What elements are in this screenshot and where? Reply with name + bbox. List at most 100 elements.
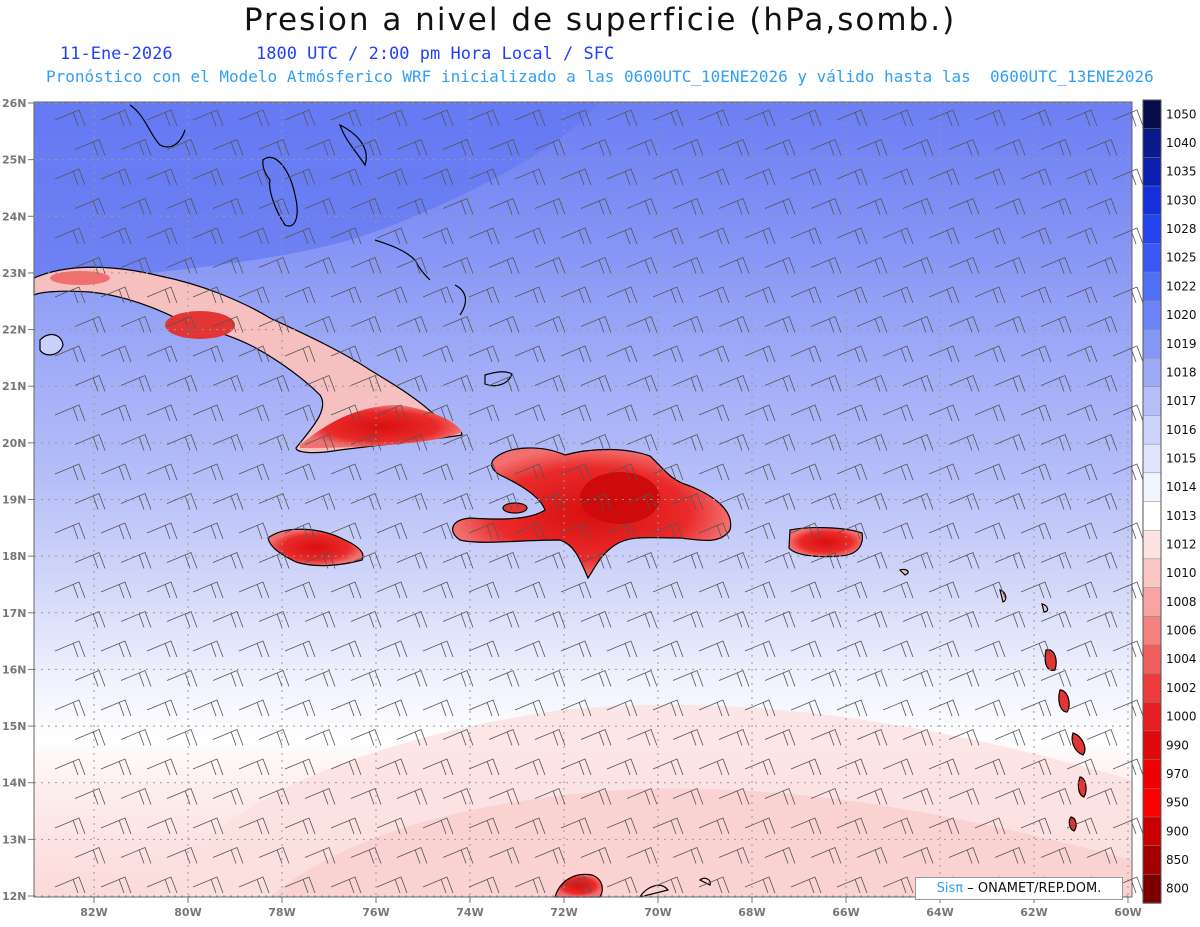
- colorbar-label: 1013: [1166, 509, 1197, 523]
- lat-label: 12N: [2, 890, 27, 903]
- guadeloupe-island: [1044, 649, 1057, 671]
- lon-label: 80W: [174, 906, 201, 919]
- lat-label: 25N: [2, 154, 27, 167]
- forecast-date: 11-Ene-2026: [60, 44, 173, 64]
- colorbar-label: 1028: [1166, 222, 1197, 236]
- lon-label: 82W: [80, 906, 107, 919]
- st-vincent-island: [1068, 816, 1077, 832]
- colorbar-label: 1030: [1166, 193, 1197, 207]
- colorbar-label: 1020: [1166, 308, 1197, 322]
- colorbar-swatch: [1142, 300, 1162, 331]
- colorbar-swatch: [1142, 128, 1162, 159]
- lon-label: 66W: [832, 906, 859, 919]
- colorbar-swatch: [1142, 443, 1162, 474]
- model-info: Pronóstico con el Modelo Atmósferico WRF…: [46, 67, 1154, 86]
- colorbar-swatch: [1142, 788, 1162, 818]
- colorbar-swatch: [1142, 329, 1162, 359]
- page-title: Presion a nivel de superficie (hPa,somb.…: [243, 2, 957, 38]
- colorbar-swatch: [1142, 816, 1162, 847]
- forecast-time: 1800 UTC / 2:00 pm Hora Local / SFC: [256, 44, 615, 64]
- lat-label: 17N: [2, 607, 27, 620]
- colorbar-label: 970: [1166, 767, 1189, 781]
- colorbar-label: 900: [1166, 824, 1189, 838]
- lat-label: 18N: [2, 550, 27, 563]
- colorbar-swatch: [1142, 501, 1162, 531]
- colorbar-label: 1006: [1166, 624, 1197, 638]
- lon-label: 68W: [738, 906, 765, 919]
- dominica-island: [1058, 689, 1070, 713]
- lon-label: 60W: [1114, 906, 1141, 919]
- bahamas-andros: [262, 156, 298, 227]
- lon-label: 72W: [550, 906, 577, 919]
- colorbar-label: 1025: [1166, 251, 1197, 265]
- colorbar-label: 950: [1166, 796, 1189, 810]
- isla-juventud: [39, 333, 64, 356]
- colorbar-swatch: [1142, 845, 1162, 876]
- colorbar-swatch: [1142, 587, 1162, 617]
- colorbar-swatch: [1142, 644, 1162, 675]
- lat-label: 22N: [2, 324, 27, 337]
- colorbar-label: 990: [1166, 738, 1189, 752]
- puerto-rico-island: [788, 527, 863, 558]
- map-border: [33, 101, 1133, 898]
- map-axes: 26N 25N 24N 23N 22N 21N 20N 19N 18N 17N 16N 15N 14N 1…: [2, 97, 1142, 919]
- colorbar-label: 1050: [1166, 107, 1197, 121]
- lat-label: 24N: [2, 210, 27, 223]
- colorbar-label: 1035: [1166, 165, 1197, 179]
- lon-label: 64W: [926, 906, 953, 919]
- lat-label: 15N: [2, 720, 27, 733]
- lon-label: 76W: [362, 906, 389, 919]
- colorbar-label: 850: [1166, 853, 1189, 867]
- colorbar-swatch: [1142, 214, 1162, 245]
- colorbar-label: 1014: [1166, 480, 1197, 494]
- colorbar-swatch: [1142, 702, 1162, 732]
- lon-label: 78W: [268, 906, 295, 919]
- credit-box: Sisπ – ONAMET/REP.DOM.: [915, 877, 1123, 900]
- colorbar-label: 1015: [1166, 451, 1197, 465]
- colorbar-swatch: [1142, 157, 1162, 187]
- colorbar-label: 1022: [1166, 279, 1197, 293]
- lat-label: 13N: [2, 833, 27, 846]
- lat-label: 14N: [2, 777, 27, 790]
- colorbar-swatch: [1142, 673, 1162, 703]
- pressure-colorbar: 1050 1040 1035 1030 1028 1025 1022 1020 1019 1018…: [1142, 99, 1197, 904]
- colorbar-label: 1010: [1166, 566, 1197, 580]
- lon-label: 70W: [644, 906, 671, 919]
- colorbar-label: 1017: [1166, 394, 1197, 408]
- colorbar-label: 1019: [1166, 337, 1197, 351]
- lat-label: 26N: [2, 97, 27, 110]
- lat-label: 16N: [2, 663, 27, 676]
- lat-lon-grid: [34, 102, 1132, 897]
- martinique-island: [1071, 732, 1086, 756]
- colorbar-swatch: [1142, 415, 1162, 445]
- lat-label: 23N: [2, 267, 27, 280]
- lat-label: 19N: [2, 494, 27, 507]
- colorbar-swatch: [1142, 558, 1162, 589]
- colorbar-label: 1012: [1166, 538, 1197, 552]
- colorbar-swatch: [1142, 615, 1162, 646]
- jamaica-island: [267, 528, 364, 567]
- colorbar-swatch: [1142, 759, 1162, 790]
- colorbar-swatch: [1142, 874, 1162, 904]
- lon-label: 62W: [1020, 906, 1047, 919]
- colorbar-label: 800: [1166, 882, 1189, 896]
- lon-label: 74W: [456, 906, 483, 919]
- colorbar-swatch: [1142, 185, 1162, 216]
- colorbar-swatch: [1142, 243, 1162, 273]
- colorbar-label: 1040: [1166, 136, 1197, 150]
- lat-label: 20N: [2, 437, 27, 450]
- colorbar-label: 1018: [1166, 365, 1197, 379]
- st-lucia-island: [1077, 776, 1087, 798]
- colorbar-swatch: [1142, 472, 1162, 503]
- colorbar-swatch: [1142, 386, 1162, 417]
- colorbar-label: 1008: [1166, 595, 1197, 609]
- colorbar-label: 1002: [1166, 681, 1197, 695]
- credit-brand: Sisπ: [936, 881, 964, 896]
- colorbar-swatch: [1142, 357, 1162, 388]
- colorbar-swatch: [1142, 529, 1162, 560]
- colorbar-label: 1016: [1166, 423, 1197, 437]
- landmasses: [33, 104, 1087, 898]
- colorbar-swatch: [1142, 271, 1162, 302]
- colorbar-swatch: [1142, 99, 1162, 130]
